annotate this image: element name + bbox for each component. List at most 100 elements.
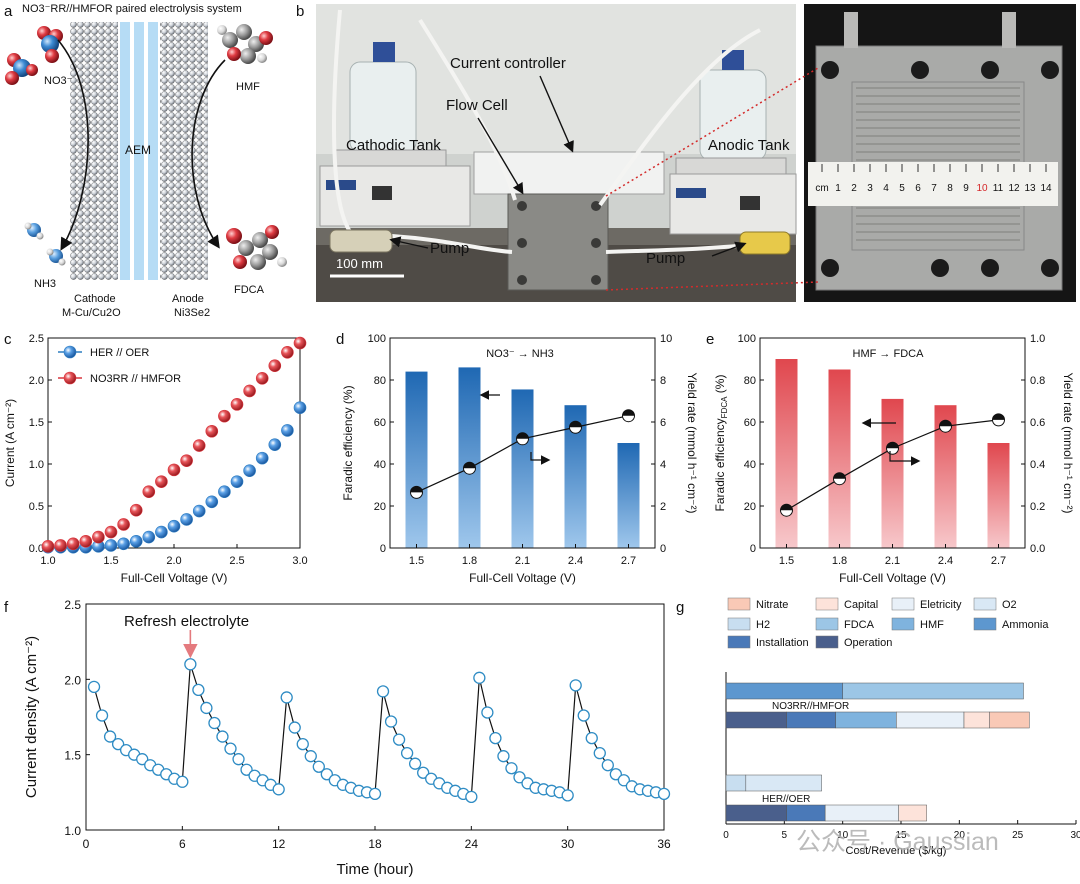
x-tick-label: 18 bbox=[368, 837, 382, 851]
data-point bbox=[167, 463, 181, 477]
data-point bbox=[569, 679, 582, 692]
no3-molecule-icon bbox=[5, 26, 63, 85]
data-point bbox=[392, 733, 406, 746]
data-point bbox=[79, 534, 93, 548]
data-point bbox=[95, 709, 109, 722]
panel-letter-d: d bbox=[336, 331, 344, 348]
y-tick-label: 1.5 bbox=[64, 749, 81, 763]
yield-point-half bbox=[886, 442, 899, 449]
axis-pointer-right bbox=[530, 452, 551, 465]
y-tick-label: 100 bbox=[368, 333, 386, 345]
data-point bbox=[293, 336, 307, 350]
data-point bbox=[54, 539, 67, 552]
bar bbox=[617, 443, 640, 548]
x-tick-label: 2.0 bbox=[166, 555, 181, 567]
chart-c: 1.0 1.5 2.0 2.5 3.00.00.51.01.52.02.5Full-Ce… bbox=[3, 333, 308, 585]
y-tick-label: 40 bbox=[374, 459, 386, 471]
data-point bbox=[408, 757, 422, 770]
x-tick-label: 20 bbox=[954, 830, 966, 841]
cost-segment bbox=[786, 804, 826, 822]
yield-point-half bbox=[410, 486, 423, 493]
x-tick-label: 1.5 bbox=[779, 555, 794, 567]
data-point bbox=[609, 768, 622, 781]
cost-segment bbox=[989, 711, 1030, 729]
data-point bbox=[230, 398, 244, 411]
pump-right-pointer bbox=[711, 241, 747, 257]
data-point bbox=[384, 715, 398, 728]
x-tick-label: 6 bbox=[179, 837, 186, 851]
y-tick-label: 80 bbox=[374, 375, 386, 387]
y-tick-label: 20 bbox=[374, 501, 386, 513]
data-point bbox=[601, 759, 614, 772]
current-controller-label: Current controller bbox=[450, 55, 566, 72]
y-axis-label: Faradic efficiency (%) bbox=[341, 385, 355, 500]
data-point bbox=[481, 706, 494, 719]
legend-entry: FDCA bbox=[844, 619, 875, 631]
bar bbox=[934, 405, 957, 548]
data-point bbox=[192, 439, 206, 452]
data-point bbox=[288, 721, 301, 734]
x-axis-label: Time (hour) bbox=[337, 861, 414, 878]
current-trace bbox=[93, 664, 665, 798]
revenue-segment bbox=[725, 682, 843, 700]
x-tick-label: 1.8 bbox=[462, 555, 477, 567]
x-tick-label: 2.5 bbox=[229, 555, 244, 567]
reaction-title: HMF → FDCA bbox=[853, 348, 925, 360]
y-right-tick-label: 4 bbox=[660, 459, 666, 471]
pump-left-label: Pump bbox=[430, 240, 469, 257]
legend-entry: NO3RR // HMFOR bbox=[90, 373, 181, 385]
flow-cell-label: Flow Cell bbox=[446, 97, 508, 114]
nh3-label: NH3 bbox=[34, 278, 56, 290]
data-point bbox=[497, 750, 510, 763]
yield-point-half bbox=[992, 413, 1005, 420]
data-point bbox=[155, 525, 168, 539]
data-point bbox=[111, 737, 125, 751]
data-point bbox=[117, 537, 130, 551]
x-tick-label: 0 bbox=[83, 837, 90, 851]
x-tick-label: 5 bbox=[782, 830, 788, 841]
data-point bbox=[293, 401, 307, 415]
hmf-label: HMF bbox=[236, 81, 260, 93]
pump-right-label: Pump bbox=[646, 250, 685, 267]
chart-d: 1.5 1.8 2.1 2.4 2.7 0 20 40 60 80 100 0 2 4 6 8 10 Full-C… bbox=[341, 333, 699, 585]
cathode-title: Cathode bbox=[74, 293, 116, 305]
data-point bbox=[320, 768, 333, 781]
x-axis-label: Full-Cell Voltage (V) bbox=[121, 571, 228, 585]
y-right-tick-label: 1.0 bbox=[1030, 333, 1045, 345]
y-tick-label: 60 bbox=[744, 417, 756, 429]
data-point bbox=[400, 747, 414, 760]
y-right-tick-label: 0.0 bbox=[1030, 543, 1045, 555]
y-tick-label: 2.5 bbox=[64, 598, 81, 612]
legend-swatch bbox=[973, 617, 997, 631]
panel-letter-b: b bbox=[296, 3, 304, 20]
data-point bbox=[192, 683, 205, 697]
cost-segment bbox=[725, 804, 787, 822]
no3-label: NO3⁻ bbox=[44, 75, 73, 87]
y-axis-label: Faradic efficiencyFDCA (%) bbox=[713, 375, 729, 512]
x-tick-label: 2.1 bbox=[515, 555, 530, 567]
panel-b: b bbox=[296, 3, 1076, 302]
ruler-tick-label: 3 bbox=[867, 183, 873, 194]
x-tick-label: 10 bbox=[837, 830, 849, 841]
yield-point-half bbox=[569, 421, 582, 428]
yield-point-half bbox=[622, 409, 635, 416]
y-right-tick-label: 0.6 bbox=[1030, 417, 1045, 429]
yield-point-half bbox=[939, 420, 952, 427]
y-right-tick-label: 0.2 bbox=[1030, 501, 1045, 513]
legend-entry: Ammonia bbox=[1002, 619, 1049, 631]
cathode-electrode bbox=[70, 22, 118, 280]
zoom-line-bottom bbox=[605, 281, 819, 291]
x-tick-label: 2.4 bbox=[568, 555, 583, 567]
data-point bbox=[218, 485, 231, 499]
revenue-segment bbox=[842, 682, 1024, 700]
data-point bbox=[281, 345, 294, 359]
legend-entry: H2 bbox=[756, 619, 770, 631]
panel-letter-a: a bbox=[4, 3, 13, 20]
aem-membrane-layer-2 bbox=[134, 22, 144, 280]
yield-point-half bbox=[516, 432, 529, 439]
ruler-tick-label: 7 bbox=[931, 183, 937, 194]
cost-segment bbox=[963, 711, 990, 729]
legend-entry: Eletricity bbox=[920, 599, 962, 611]
x-tick-label: 36 bbox=[657, 837, 671, 851]
aem-membrane-layer-1 bbox=[120, 22, 130, 280]
